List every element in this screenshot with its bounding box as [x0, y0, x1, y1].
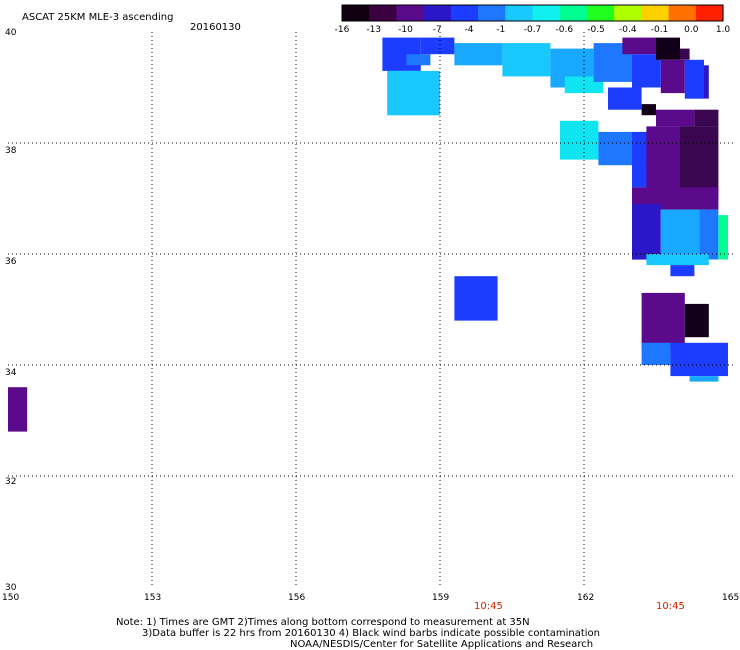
colorbar-swatch	[342, 5, 370, 21]
wind-cell	[8, 387, 28, 432]
wind-cell	[420, 37, 455, 55]
wind-cell	[632, 204, 661, 260]
colorbar-swatch	[450, 5, 479, 21]
colorbar-label: -0.7	[524, 25, 542, 35]
note-line-2: 3)Data buffer is 22 hrs from 20160130 4)…	[142, 628, 600, 639]
lon-label-153: 153	[144, 593, 161, 603]
colorbar-label: 1.0	[716, 25, 731, 35]
colorbar-swatch	[478, 5, 506, 21]
lat-label-34: 34	[5, 368, 17, 378]
colorbar-swatch	[532, 5, 561, 21]
wind-cell	[718, 215, 728, 260]
wind-cell	[622, 37, 656, 55]
wind-cell	[641, 342, 671, 365]
lon-label-150: 150	[2, 593, 19, 603]
wind-cell	[560, 120, 599, 160]
colorbar-swatch	[369, 5, 397, 21]
colorbar-swatch	[695, 5, 724, 21]
wind-cell	[656, 37, 680, 60]
note-line-3: NOAA/NESDIS/Center for Satellite Applica…	[290, 639, 593, 650]
lon-label-156: 156	[288, 593, 305, 603]
colorbar-label: -0.4	[619, 25, 637, 35]
colorbar: -16 -13 -10 -7 -4 -1 -0.7 -0.6 -0.5 -0.4 -0.1 0.0 1.…	[335, 4, 731, 35]
lat-lon-grid	[8, 32, 736, 587]
lon-label-165: 165	[722, 593, 739, 603]
wind-cell	[502, 43, 551, 77]
wind-cell	[660, 59, 685, 94]
wind-cell	[598, 131, 632, 166]
wind-cell	[670, 265, 695, 277]
colorbar-label: -10	[398, 25, 413, 35]
lat-label-30: 30	[5, 583, 17, 593]
wind-cell	[632, 187, 719, 210]
time-label-1: 10:45	[474, 601, 503, 612]
colorbar-label: -13	[366, 25, 381, 35]
colorbar-label: -0.6	[556, 25, 574, 35]
wind-cell	[684, 59, 704, 99]
colorbar-label: -16	[335, 25, 350, 35]
lat-label-36: 36	[5, 257, 17, 267]
map-frame	[8, 32, 728, 587]
colorbar-swatch	[396, 5, 425, 21]
lat-label-32: 32	[5, 477, 16, 487]
map-title: ASCAT 25KM MLE-3 ascending	[22, 12, 173, 23]
note-line-1: Note: 1) Times are GMT 2)Times along bot…	[116, 617, 530, 628]
wind-cell	[656, 109, 695, 127]
lat-label-38: 38	[5, 146, 17, 156]
wind-cell	[641, 292, 685, 349]
lon-label-159: 159	[432, 593, 449, 603]
wind-cell	[454, 43, 503, 66]
lon-label-162: 162	[577, 593, 594, 603]
wind-cell	[406, 54, 431, 66]
colorbar-label: -7	[433, 25, 442, 35]
wind-cell	[646, 126, 680, 199]
wind-cell	[680, 48, 690, 60]
wind-cells	[8, 37, 728, 432]
map-date: 20160130	[190, 22, 241, 33]
wind-cell	[646, 254, 709, 266]
wind-cell	[387, 70, 440, 116]
colorbar-swatch	[614, 5, 642, 21]
wind-cell	[680, 126, 719, 199]
colorbar-swatch	[423, 5, 452, 21]
colorbar-swatch	[505, 5, 534, 21]
colorbar-label: -1	[496, 25, 505, 35]
time-label-2: 10:45	[656, 601, 685, 612]
colorbar-label: -4	[465, 25, 474, 35]
colorbar-label: -0.1	[651, 25, 669, 35]
wind-cell	[689, 376, 719, 382]
wind-cell	[454, 276, 498, 321]
wind-cell	[694, 109, 719, 127]
wind-cell	[684, 303, 709, 338]
wind-cell	[660, 209, 700, 254]
colorbar-label: 0.0	[684, 25, 699, 35]
wind-cell	[704, 65, 709, 99]
colorbar-swatch	[668, 5, 697, 21]
wind-cell	[608, 87, 642, 110]
colorbar-frame	[341, 4, 724, 22]
colorbar-swatch	[641, 5, 670, 21]
colorbar-swatch	[559, 5, 588, 21]
colorbar-label: -0.5	[587, 25, 605, 35]
colorbar-swatch	[586, 5, 615, 21]
wind-cell	[641, 104, 656, 116]
wind-cell	[699, 209, 719, 260]
lat-label-40: 40	[5, 28, 17, 38]
wind-cell	[670, 342, 728, 377]
